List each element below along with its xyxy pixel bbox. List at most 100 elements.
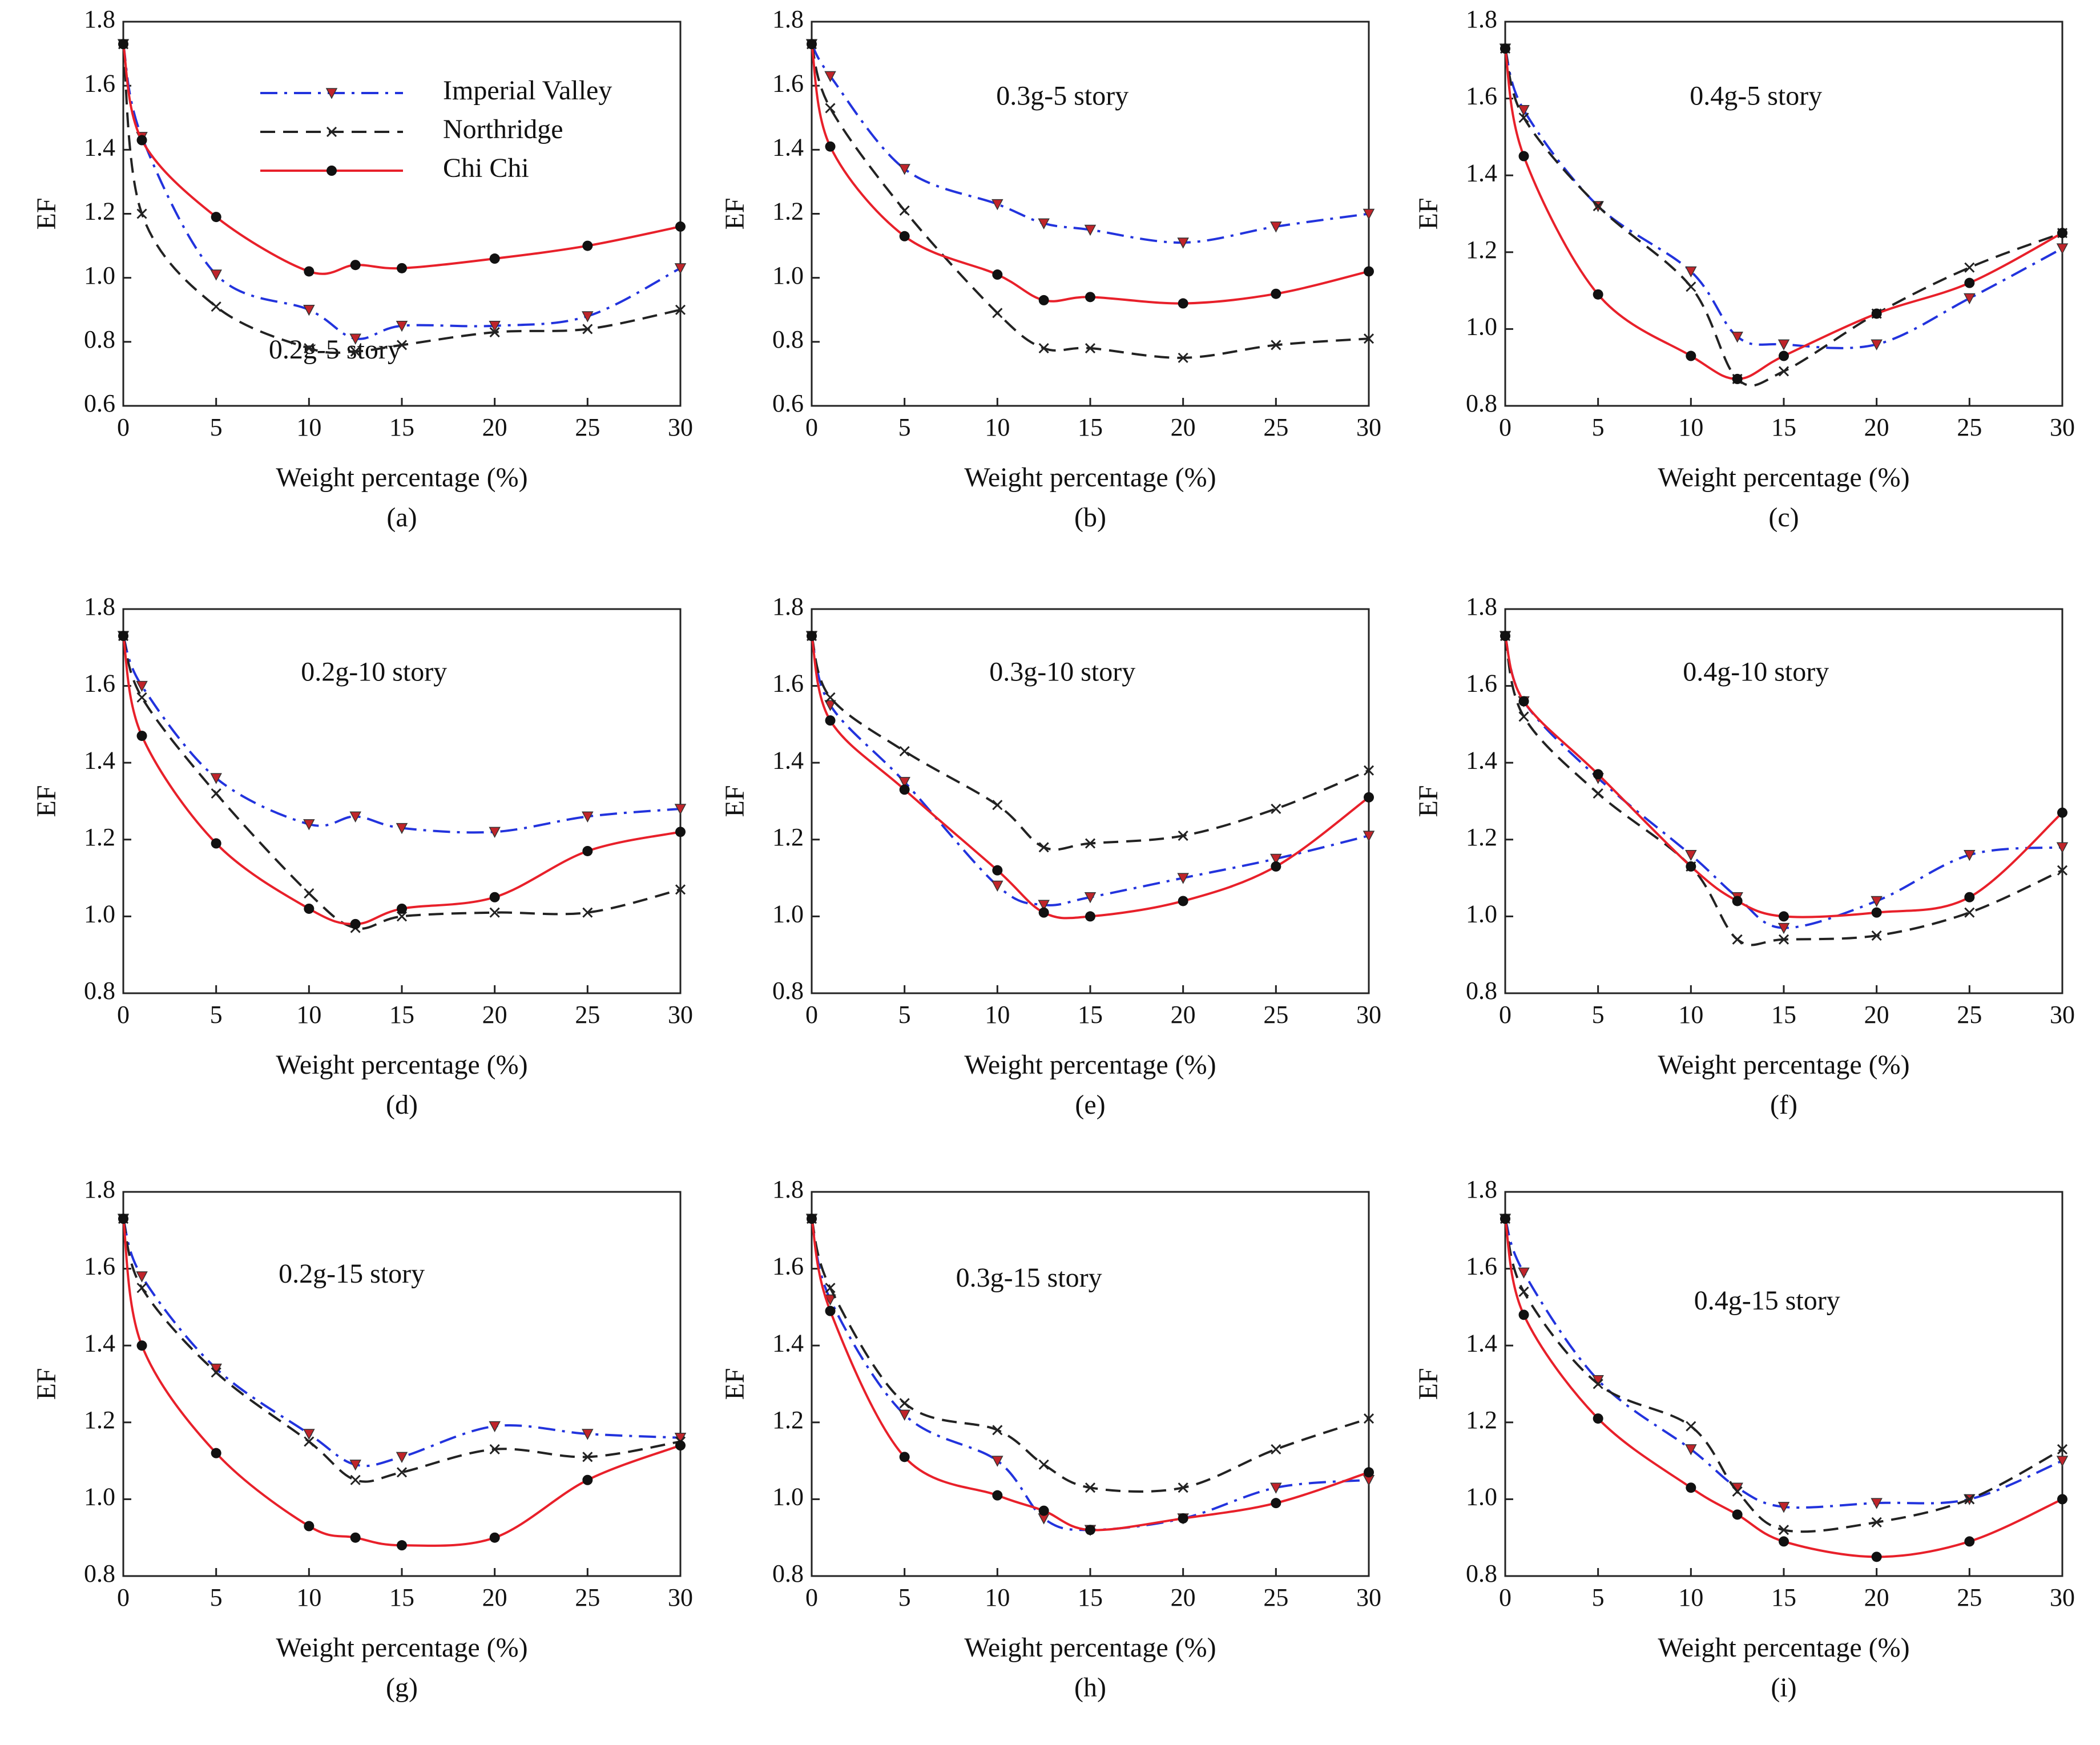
series-line [122,1218,681,1468]
panel-title: 0.3g-5 story [996,81,1128,111]
y-tick-label: 0.8 [1466,1559,1497,1587]
panel: 0.8 1.0 1.2 1.4 1.6 1.8 0 5 10 15 20 25 30 Weight per… [720,1175,1381,1703]
x-tick-label: 10 [985,1001,1010,1029]
caption: (a) [386,502,417,533]
y-tick-label: 0.8 [1466,977,1497,1005]
marker [1363,208,1375,220]
x-tick-label: 10 [985,413,1010,441]
x-tick-label: 20 [1864,1583,1889,1611]
caption: (c) [1768,502,1799,533]
series-line [811,635,1369,906]
y-tick-label: 1.6 [1466,1252,1497,1280]
marker [2057,1494,2067,1505]
marker [991,1456,1003,1467]
y-tick-label: 1.6 [84,670,115,698]
marker [397,263,407,273]
x-tick-label: 5 [898,1583,911,1611]
y-tick-label: 1.6 [84,69,115,97]
x-tick-label: 0 [1499,413,1511,441]
y-tick-label: 1.2 [772,198,804,225]
marker [1177,873,1189,884]
marker [1518,696,1529,707]
marker [304,1436,315,1447]
marker [824,1294,836,1306]
marker [1518,151,1529,162]
y-tick-label: 0.8 [772,1559,804,1587]
marker [1964,277,1975,288]
marker [1038,295,1049,305]
marker [1363,831,1375,842]
marker [582,845,593,856]
y-tick-label: 1.0 [84,261,115,289]
marker [1686,281,1696,292]
caption: (e) [1075,1090,1105,1120]
legend-marker [326,126,337,138]
marker [825,1283,836,1293]
marker [1038,900,1050,911]
x-tick-label: 25 [575,413,600,441]
marker [350,346,361,357]
y-tick-label: 1.0 [772,1482,804,1510]
panel-title: 0.2g-15 story [279,1259,425,1289]
marker [1038,907,1049,918]
legend-marker [325,88,338,99]
marker [1731,332,1743,343]
marker [899,1398,910,1409]
y-tick-label: 0.8 [84,977,115,1005]
x-tick-label: 15 [1078,1001,1103,1029]
marker [1871,896,1883,908]
legend-label: Northridge [443,114,563,144]
plot-frame [1504,1191,2063,1577]
x-tick-label: 0 [117,413,130,441]
marker [1178,1482,1188,1493]
panel: 0.8 1.0 1.2 1.4 1.6 1.8 0 5 10 15 20 25 30 Weight per… [31,593,693,1120]
x-tick-label: 25 [1957,1001,1982,1029]
x-tick-label: 5 [1592,1001,1605,1029]
panel-title: 0.4g-10 story [1683,656,1829,687]
y-axis-label: EF [31,785,62,817]
y-tick-label: 1.4 [1466,1329,1497,1357]
marker [824,700,836,711]
marker [825,692,836,703]
marker [991,880,1003,892]
marker [1685,849,1697,861]
marker [824,71,836,82]
marker [303,1429,315,1440]
marker [1518,105,1530,116]
y-tick-label: 0.8 [772,325,804,353]
y-axis-label: EF [720,785,750,817]
legend-label: Chi Chi [443,153,529,183]
marker [489,827,501,838]
marker [825,715,836,726]
marker [1593,200,1603,212]
marker [396,321,408,332]
y-axis-label: EF [720,1368,750,1400]
marker [675,1440,686,1451]
marker [1038,842,1049,853]
x-axis-label: Weight percentage (%) [276,462,527,493]
marker [1777,922,1790,934]
y-tick-label: 1.0 [84,1482,115,1510]
marker [1871,339,1883,350]
x-tick-label: 5 [210,1583,223,1611]
y-axis-label: EF [720,198,750,229]
marker [1593,1379,1603,1389]
y-tick-label: 1.8 [772,1175,804,1203]
x-tick-label: 20 [1171,413,1196,441]
marker [675,884,686,895]
caption: (f) [1770,1090,1797,1120]
x-tick-label: 15 [1078,1583,1103,1611]
panel-title: 0.4g-5 story [1690,81,1822,111]
marker [1271,288,1281,299]
marker [674,804,687,815]
x-tick-label: 5 [898,1001,911,1029]
y-tick-label: 1.4 [84,133,115,161]
marker [489,1444,500,1454]
x-tick-label: 20 [482,1583,507,1611]
marker [675,221,686,232]
y-tick-label: 1.0 [1466,900,1497,928]
marker [1271,803,1281,815]
x-tick-label: 25 [1263,413,1288,441]
marker [582,1452,593,1462]
